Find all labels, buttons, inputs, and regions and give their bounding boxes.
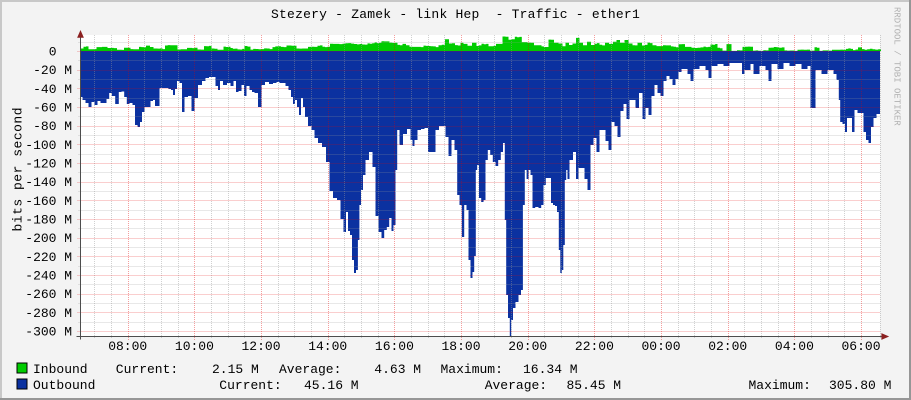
svg-text:-60: -60 [33, 101, 56, 116]
svg-text:45.16 M: 45.16 M [304, 378, 359, 393]
svg-text:4.63 M: 4.63 M [374, 362, 421, 377]
svg-text:20:00: 20:00 [508, 339, 547, 354]
svg-text:bits per second: bits per second [11, 107, 26, 232]
svg-text:M: M [64, 175, 72, 190]
svg-text:RRDTOOL / TOBI OETIKER: RRDTOOL / TOBI OETIKER [892, 7, 902, 126]
svg-text:M: M [64, 287, 72, 302]
svg-text:-260: -260 [25, 287, 56, 302]
svg-text:06:00: 06:00 [841, 339, 880, 354]
svg-text:M: M [64, 63, 72, 78]
svg-text:Stezery - Zamek - link Hep -: Stezery - Zamek - link Hep - Traffic - e… [271, 7, 640, 22]
svg-text:M: M [64, 213, 72, 228]
svg-text:Outbound: Outbound [33, 378, 95, 393]
svg-text:-140: -140 [25, 175, 56, 190]
svg-text:08:00: 08:00 [108, 339, 147, 354]
svg-text:-100: -100 [25, 138, 56, 153]
svg-text:M: M [64, 82, 72, 97]
svg-text:-180: -180 [25, 213, 56, 228]
svg-text:04:00: 04:00 [775, 339, 814, 354]
svg-text:-220: -220 [25, 250, 56, 265]
svg-text:M: M [64, 119, 72, 134]
svg-text:M: M [64, 325, 72, 340]
svg-text:M: M [64, 306, 72, 321]
svg-text:16:00: 16:00 [375, 339, 414, 354]
svg-text:-160: -160 [25, 194, 56, 209]
svg-text:-280: -280 [25, 306, 56, 321]
svg-text:2.15 M: 2.15 M [212, 362, 259, 377]
svg-text:305.80 M: 305.80 M [829, 378, 891, 393]
svg-text:02:00: 02:00 [708, 339, 747, 354]
svg-text:Current:: Current: [116, 362, 178, 377]
svg-text:0: 0 [49, 45, 57, 60]
svg-text:Average:: Average: [279, 362, 341, 377]
svg-text:10:00: 10:00 [175, 339, 214, 354]
svg-text:Maximum:: Maximum: [749, 378, 811, 393]
svg-text:M: M [64, 269, 72, 284]
svg-text:Average:: Average: [485, 378, 547, 393]
svg-text:85.45 M: 85.45 M [567, 378, 622, 393]
svg-text:-240: -240 [25, 269, 56, 284]
svg-text:Maximum:: Maximum: [441, 362, 503, 377]
svg-text:M: M [64, 231, 72, 246]
svg-text:-120: -120 [25, 157, 56, 172]
svg-text:M: M [64, 250, 72, 265]
svg-text:M: M [64, 157, 72, 172]
svg-text:16.34 M: 16.34 M [523, 362, 578, 377]
svg-text:Inbound: Inbound [33, 362, 88, 377]
svg-text:M: M [64, 101, 72, 116]
svg-text:18:00: 18:00 [441, 339, 480, 354]
svg-text:-20: -20 [33, 63, 56, 78]
svg-text:22:00: 22:00 [575, 339, 614, 354]
svg-text:M: M [64, 194, 72, 209]
svg-text:-40: -40 [33, 82, 56, 97]
svg-text:00:00: 00:00 [641, 339, 680, 354]
svg-text:14:00: 14:00 [308, 339, 347, 354]
svg-text:M: M [64, 138, 72, 153]
svg-text:-80: -80 [33, 119, 56, 134]
svg-text:Current:: Current: [219, 378, 281, 393]
svg-text:-200: -200 [25, 231, 56, 246]
svg-text:-300: -300 [25, 325, 56, 340]
svg-text:12:00: 12:00 [241, 339, 280, 354]
